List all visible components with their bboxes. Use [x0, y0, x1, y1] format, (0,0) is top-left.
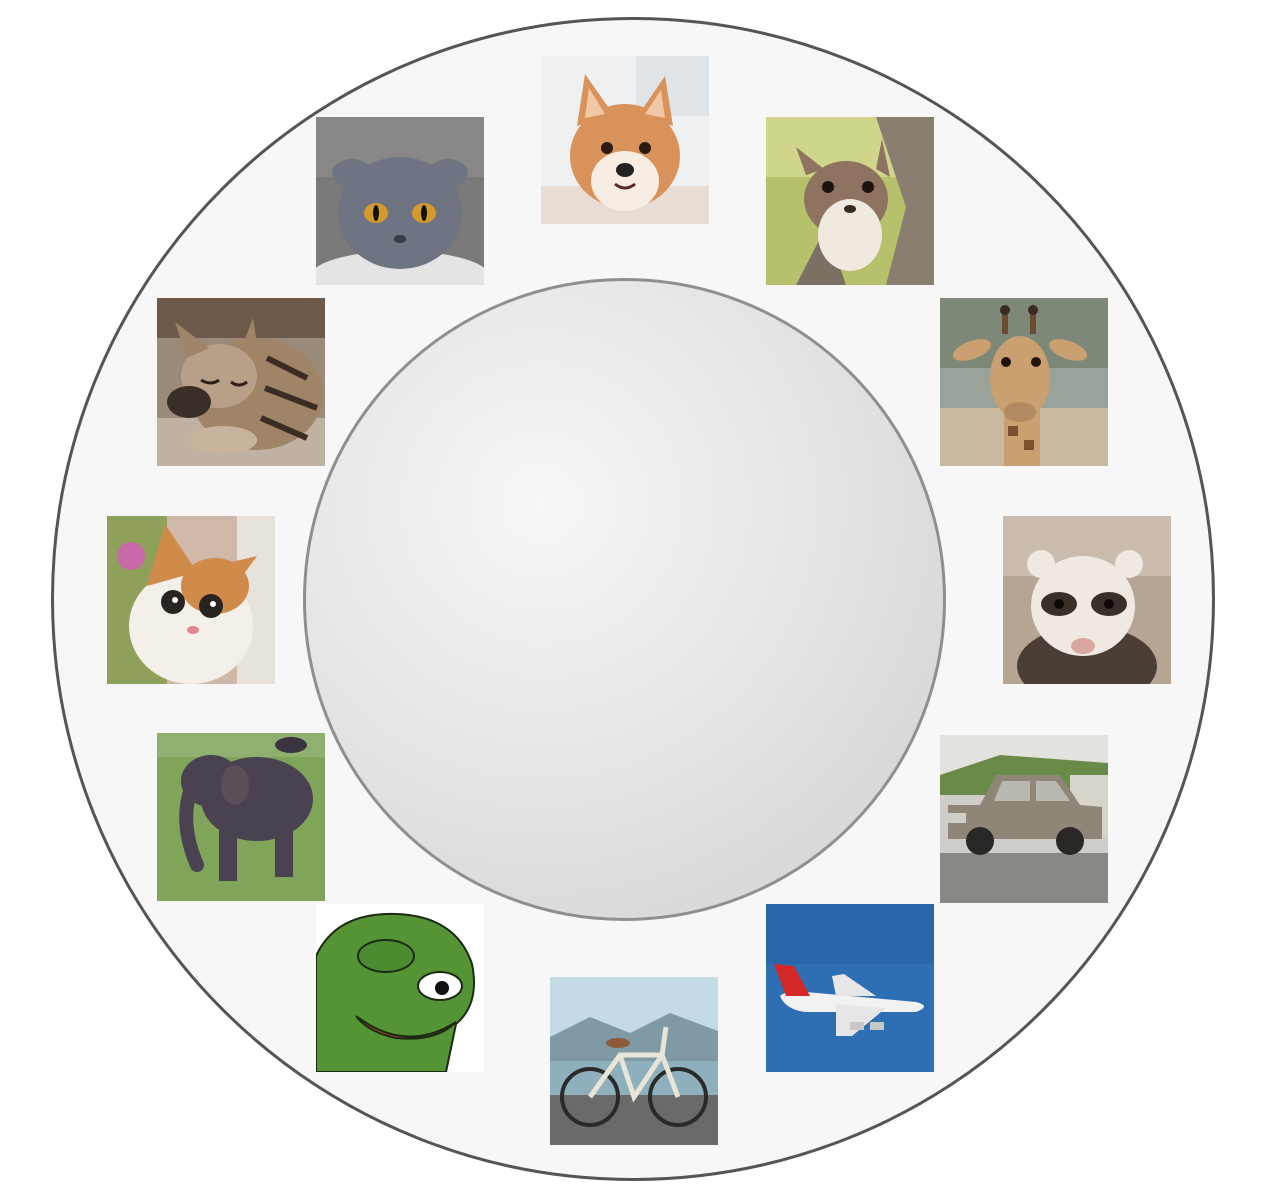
thumbnail-ferret[interactable] — [1003, 516, 1171, 684]
thumbnail-airplane[interactable] — [766, 904, 934, 1072]
giraffe-image — [940, 298, 1108, 466]
pepe-frog-image — [316, 904, 484, 1072]
airplane-image — [766, 904, 934, 1072]
thumbnail-elephant[interactable] — [157, 733, 325, 901]
thumbnail-shiba-dog[interactable] — [541, 56, 709, 224]
thumbnail-cat-grey[interactable] — [316, 117, 484, 285]
thumbnail-bicycle[interactable] — [550, 977, 718, 1145]
ferret-image — [1003, 516, 1171, 684]
kitten-orange-image — [107, 516, 275, 684]
thumbnail-kitten-orange[interactable] — [107, 516, 275, 684]
thumbnail-squirrel[interactable] — [766, 117, 934, 285]
center-hub[interactable] — [303, 278, 946, 921]
thumbnail-pepe-frog[interactable] — [316, 904, 484, 1072]
cat-grey-image — [316, 117, 484, 285]
elephant-image — [157, 733, 325, 901]
old-car-image — [940, 735, 1108, 903]
thumbnail-giraffe[interactable] — [940, 298, 1108, 466]
kitten-sleeping-image — [157, 298, 325, 466]
shiba-dog-image — [541, 56, 709, 224]
bicycle-image — [550, 977, 718, 1145]
squirrel-image — [766, 117, 934, 285]
thumbnail-kitten-sleeping[interactable] — [157, 298, 325, 466]
thumbnail-old-car[interactable] — [940, 735, 1108, 903]
